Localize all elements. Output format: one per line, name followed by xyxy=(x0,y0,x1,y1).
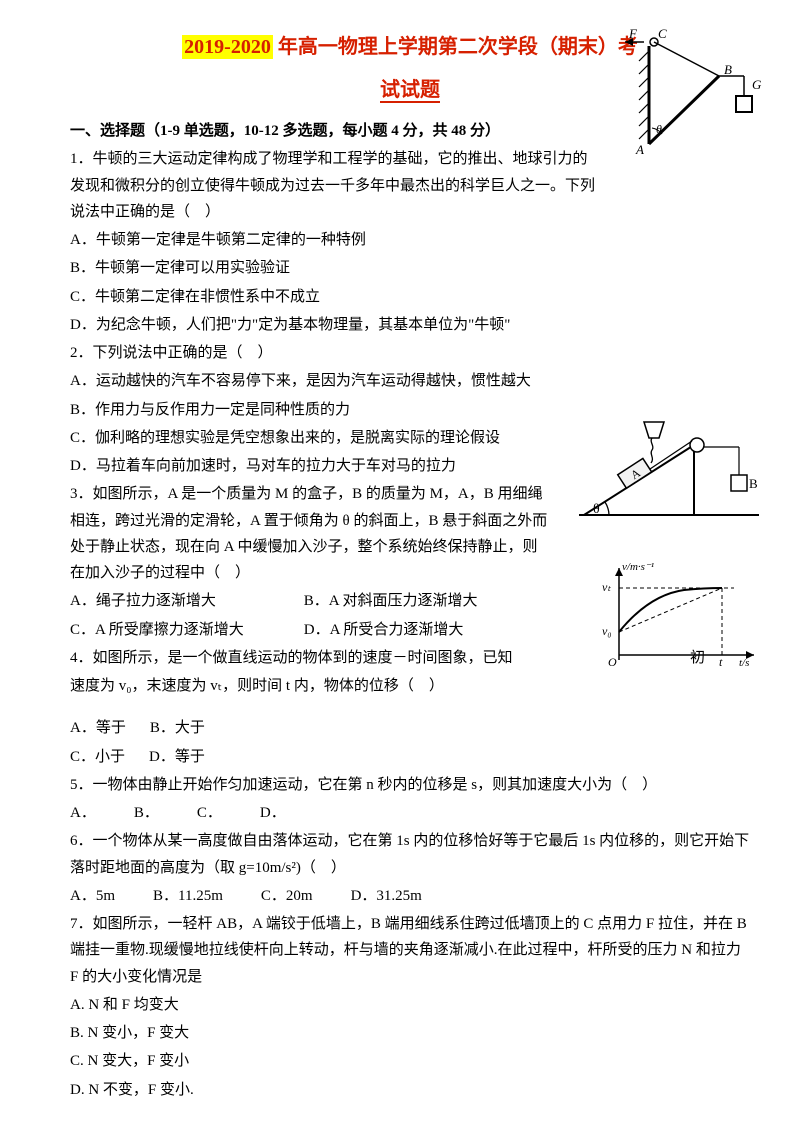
figure-inclined-plane: θ A B xyxy=(574,420,764,530)
svg-text:C: C xyxy=(658,26,667,41)
q1-opt-b: B．牛顿第一定律可以用实验验证 xyxy=(70,255,750,281)
q2-stem: 2．下列说法中正确的是（ ） xyxy=(70,340,750,366)
q1-stem: 1．牛顿的三大运动定律构成了物理学和工程学的基础，它的推出、地球引力的发现和微积… xyxy=(70,146,600,225)
q1-opt-a: A．牛顿第一定律是牛顿第二定律的一种特例 xyxy=(70,227,750,253)
svg-text:A: A xyxy=(635,142,644,156)
svg-text:F: F xyxy=(628,26,638,41)
q2-opt-a: A．运动越快的汽车不容易停下来，是因为汽车运动得越快，惯性越大 xyxy=(70,368,750,394)
q7-stem: 7．如图所示，一轻杆 AB，A 端铰于低墙上，B 端用细线系住跨过低墙顶上的 C… xyxy=(70,911,750,990)
q7-opt-d: D. N 不变，F 变小. xyxy=(70,1077,750,1103)
svg-text:O: O xyxy=(608,655,617,669)
svg-text:v/m·s⁻¹: v/m·s⁻¹ xyxy=(622,561,654,573)
q5-stem: 5．一物体由静止开始作匀加速运动，它在第 n 秒内的位移是 s，则其加速度大小为… xyxy=(70,772,750,798)
svg-text:vₜ: vₜ xyxy=(602,580,611,594)
q4-opts-cd: C．小于D．等于 xyxy=(70,744,750,770)
q7-opt-b: B. N 变小，F 变大 xyxy=(70,1020,750,1046)
svg-text:G: G xyxy=(752,77,762,92)
svg-text:B: B xyxy=(724,62,732,77)
svg-text:t/s: t/s xyxy=(739,657,749,669)
year-highlight: 2019-2020 xyxy=(182,35,273,59)
q4-opts-ab: A．等于B．大于 xyxy=(70,715,750,741)
q5-opts: A．B．C．D． xyxy=(70,800,750,826)
q1-opt-c: C．牛顿第二定律在非惯性系中不成立 xyxy=(70,284,750,310)
q7-opt-a: A. N 和 F 均变大 xyxy=(70,992,750,1018)
svg-text:v₀: v₀ xyxy=(602,624,612,638)
figure-vt-graph: v/m·s⁻¹ vₜ v₀ O t t/s xyxy=(594,560,764,670)
q6-stem: 6．一个物体从某一高度做自由落体运动，它在第 1s 内的位移恰好等于它最后 1s… xyxy=(70,828,750,881)
q3-stem: 3．如图所示，A 是一个质量为 M 的盒子，B 的质量为 M，A，B 用细绳相连… xyxy=(70,481,550,586)
svg-text:θ: θ xyxy=(593,502,600,517)
figure-rod-wall: F C B G A θ xyxy=(624,26,764,156)
svg-text:B: B xyxy=(749,476,758,491)
q7-opt-c: C. N 变大，F 变小 xyxy=(70,1048,750,1074)
q1-opt-d: D．为纪念牛顿，人们把"力"定为基本物理量，其基本单位为"牛顿" xyxy=(70,312,750,338)
q2-opt-b: B．作用力与反作用力一定是同种性质的力 xyxy=(70,397,750,423)
q6-opts: A．5mB．11.25mC．20mD．31.25m xyxy=(70,883,750,909)
svg-text:t: t xyxy=(719,655,723,669)
q4-stem-2: 速度为 v₀，末速度为 vₜ，则时间 t 内，物体的位移（ ） xyxy=(70,673,570,699)
svg-text:θ: θ xyxy=(656,122,662,136)
section-heading: 一、选择题（1-9 单选题，10-12 多选题，每小题 4 分，共 48 分） xyxy=(70,118,600,144)
